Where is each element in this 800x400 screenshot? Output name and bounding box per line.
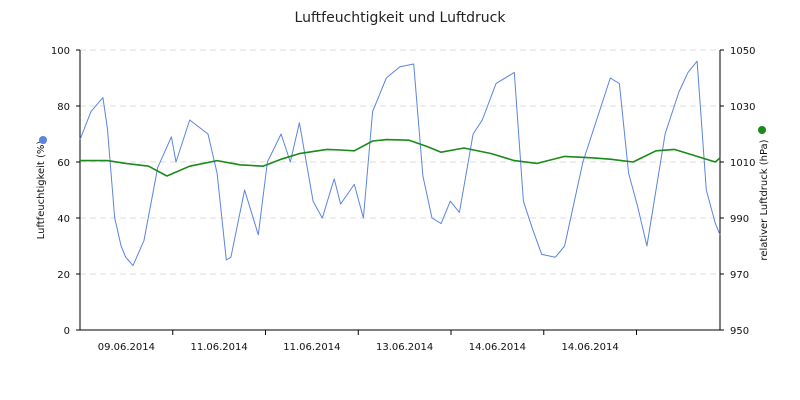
y-right-tick-label: 1050	[730, 46, 755, 57]
y-left-tick-label: 80	[57, 102, 70, 113]
x-tick-label: 09.06.2014	[98, 342, 155, 353]
x-tick-label: 14.06.2014	[469, 342, 526, 353]
x-tick-label: 11.06.2014	[283, 342, 340, 353]
label-layer: Luftfeuchtigkeit (%) relativer Luftdruck…	[36, 126, 770, 261]
humidity-series-line	[79, 60, 721, 267]
y-left-axis-label: Luftfeuchtigkeit (%)	[36, 141, 47, 240]
x-tick-label: 11.06.2014	[190, 342, 247, 353]
y-left-tick-label: 60	[57, 158, 70, 169]
y-right-tick-label: 950	[730, 326, 749, 337]
y-right-tick-label: 1010	[730, 158, 755, 169]
y-right-axis-label: relativer Luftdruck (hPa)	[759, 139, 770, 260]
x-tick-label: 13.06.2014	[376, 342, 433, 353]
y-left-tick-label: 0	[64, 326, 70, 337]
y-left-tick-label: 20	[57, 270, 70, 281]
chart-title: Luftfeuchtigkeit und Luftdruck	[295, 10, 507, 26]
humidity-legend-marker	[39, 136, 47, 144]
series-layer	[79, 60, 721, 267]
grid-layer	[80, 49, 720, 275]
y-right-tick-label: 970	[730, 270, 749, 281]
x-tick-label: 14.06.2014	[562, 342, 619, 353]
y-right-tick-label: 1030	[730, 102, 755, 113]
y-left-tick-label: 40	[57, 214, 70, 225]
y-right-tick-label: 990	[730, 214, 749, 225]
axis-layer: 0 20 40 60 80 100 950 970 990 1010 1030 1050 09.06.2…	[51, 46, 756, 353]
pressure-series-line	[80, 138, 721, 177]
pressure-legend-marker	[758, 126, 766, 134]
y-left-tick-label: 100	[51, 46, 70, 57]
